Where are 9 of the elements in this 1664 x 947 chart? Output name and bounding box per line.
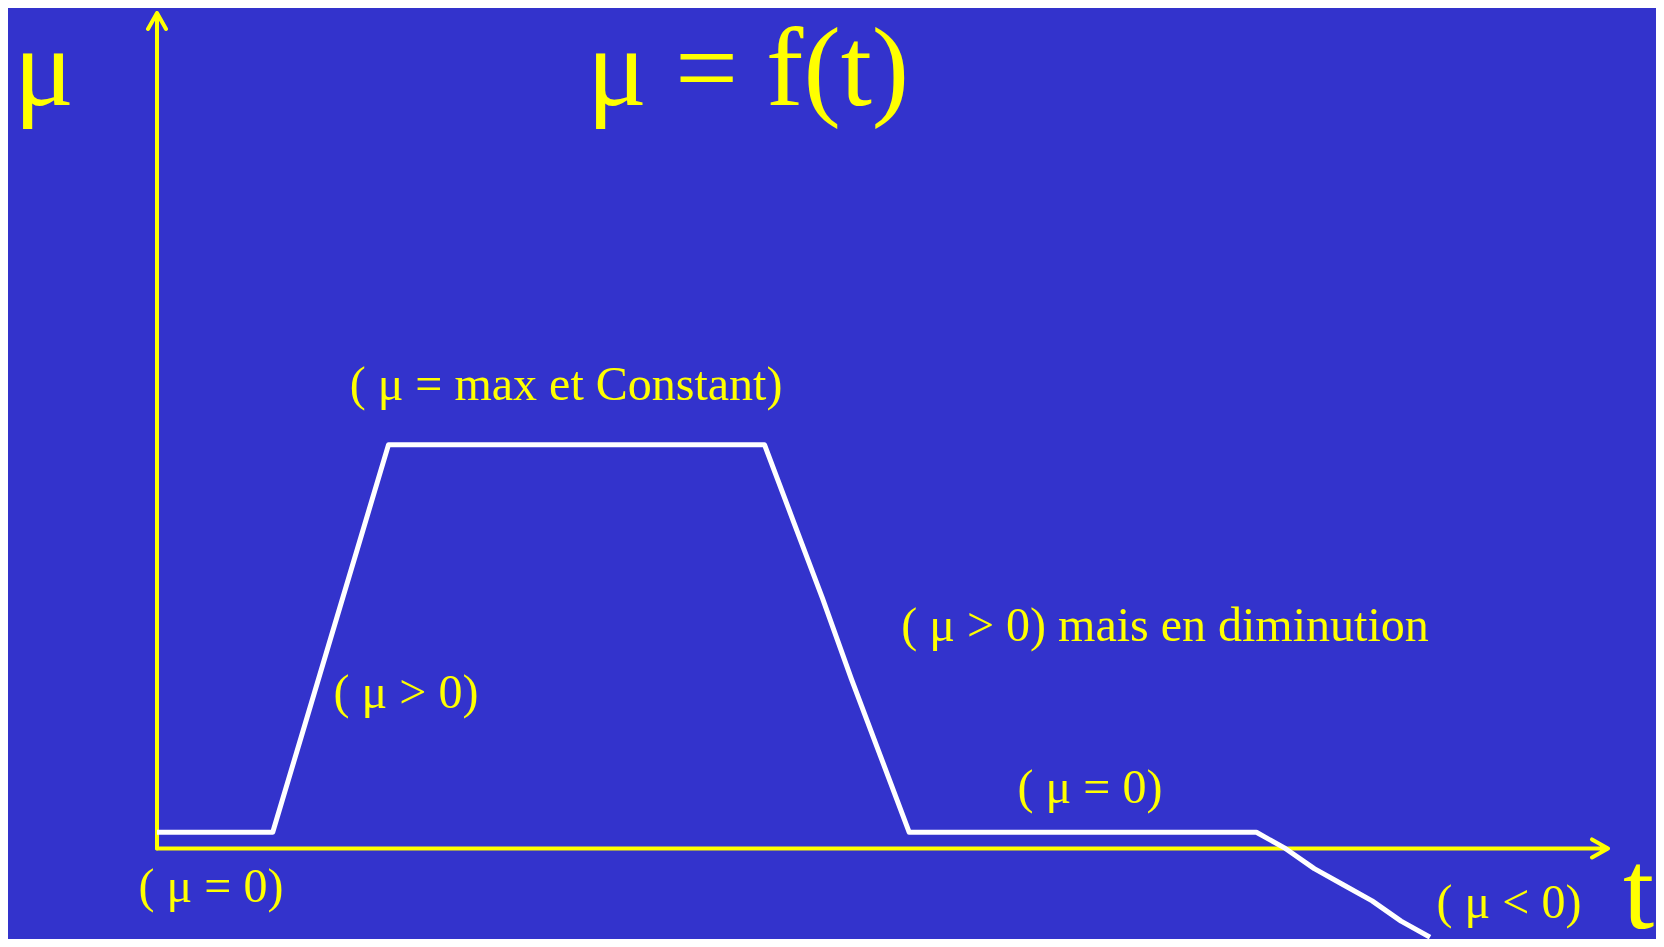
text: ( μ = max et Constant) [349, 356, 783, 411]
chart-title: μ = f(t) [586, 5, 910, 130]
annotation: ( μ < 0) [1436, 874, 1582, 929]
y-axis-title: μ [14, 5, 75, 130]
annotation: ( μ > 0) [333, 664, 479, 719]
x-axis-title: t [1622, 827, 1654, 947]
annotation: ( μ = 0) [138, 858, 284, 913]
annotation: ( μ = 0) [1017, 759, 1163, 814]
annotation: ( μ > 0) mais en diminution [901, 597, 1429, 652]
